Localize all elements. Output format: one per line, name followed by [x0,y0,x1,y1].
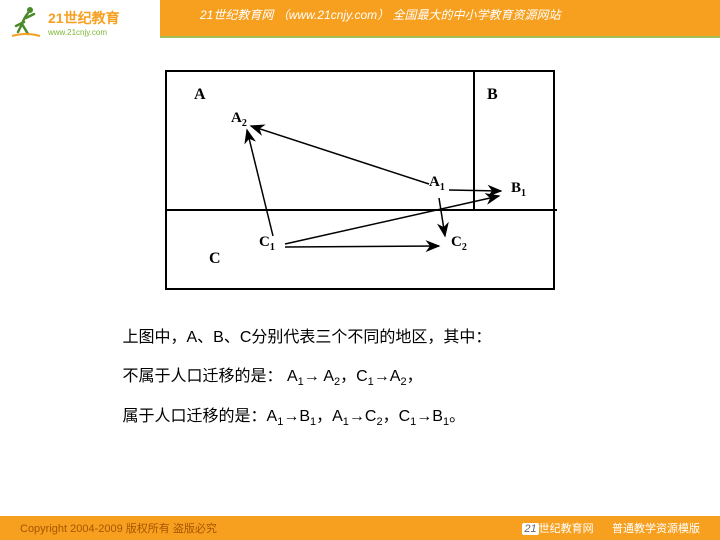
logo-cn: 21世纪教育 [48,8,120,28]
region-label-C: C [209,250,221,268]
text-line-1: 上图中，A、B、C分别代表三个不同的地区，其中： [123,320,598,355]
logo: 21世纪教育 www.21cnjy.com [8,4,120,40]
footer-template: 普通教学资源模版 [612,523,700,535]
header-tagline: 全国最大的中小学教育资源网站 [393,8,561,22]
logo-area: 21世纪教育 www.21cnjy.com [0,0,160,54]
green-line [160,36,720,38]
content: A B C A1 A2 B1 C1 C2 上图中，A、B、C分别代表三个不同的地区，其中： 不… [0,70,720,438]
footer-brand: 21世纪教育网 [522,523,596,535]
footer-right: 21世纪教育网 普通教学资源模版 [522,520,700,536]
point-label-A1: A1 [429,174,445,193]
region-label-A: A [194,86,206,104]
point-label-A2: A2 [231,110,247,129]
migration-diagram: A B C A1 A2 B1 C1 C2 [165,70,555,290]
header-text: 21世纪教育网 （www.21cnjy.com） 全国最大的中小学教育资源网站 [200,6,561,23]
header-brand: 21世纪教育网 [200,8,273,22]
footer-bar: Copyright 2004-2009 版权所有 盗版必究 21世纪教育网 普通… [0,516,720,540]
point-label-C1: C1 [259,234,275,253]
region-label-B: B [487,86,498,104]
footer-copyright: Copyright 2004-2009 版权所有 盗版必究 [20,520,217,536]
logo-runner-icon [8,4,44,40]
point-label-C2: C2 [451,234,467,253]
text-line-2: 不属于人口迁移的是： A1→ A2，C1→A2， [123,359,598,394]
text-line-3: 属于人口迁移的是：A1→B1，A1→C2，C1→B1。 [123,399,598,434]
header-url: （www.21cnjy.com） [277,8,389,22]
point-label-B1: B1 [511,180,526,199]
explanation-text: 上图中，A、B、C分别代表三个不同的地区，其中： 不属于人口迁移的是： A1→ … [123,320,598,438]
logo-url: www.21cnjy.com [48,28,120,37]
logo-text: 21世纪教育 www.21cnjy.com [48,8,120,37]
